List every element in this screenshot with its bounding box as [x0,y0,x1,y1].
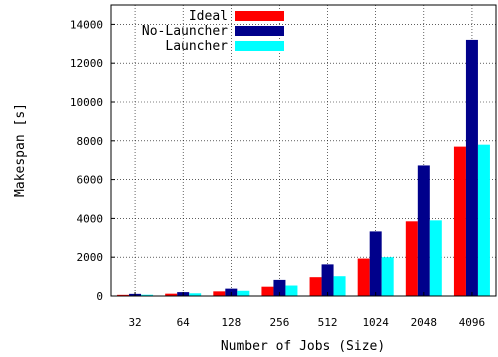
bar-launcher-256 [285,285,298,296]
legend-swatch [235,41,284,51]
bar-ideal-256 [261,286,274,296]
y-tick-label: 2000 [77,251,104,264]
x-axis-ticks: 32 64 128 256 512 1024 2048 4096 [128,292,485,329]
x-tick-label: 32 [128,316,141,329]
y-tick-label: 10000 [70,96,103,109]
bar-no-launcher-1024 [369,231,382,296]
bar-launcher-1024 [381,257,394,296]
bar-launcher-512 [333,276,346,296]
bar-launcher-4096 [477,144,490,296]
x-tick-label: 64 [177,316,191,329]
bar-launcher-64 [189,293,202,296]
bar-ideal-32 [117,294,130,296]
x-tick-label: 512 [318,316,338,329]
bar-no-launcher-4096 [465,39,478,297]
bar-ideal-64 [165,293,178,296]
legend-swatch [235,26,284,36]
x-tick-label: 1024 [362,316,389,329]
legend-label: Ideal [189,9,228,24]
y-tick-label: 6000 [77,174,104,187]
legend-swatch [235,11,284,21]
x-tick-label: 2048 [411,316,438,329]
y-axis-title: Makespan [s] [13,103,28,197]
y-tick-label: 0 [96,290,103,303]
y-tick-label: 8000 [77,135,104,148]
bar-ideal-4096 [453,146,466,296]
x-axis-title: Number of Jobs (Size) [221,339,385,354]
y-tick-label: 12000 [70,57,103,70]
bar-ideal-2048 [405,221,418,296]
bar-ideal-512 [309,277,322,296]
x-tick-label: 256 [270,316,290,329]
bar-no-launcher-2048 [417,165,430,296]
bar-launcher-128 [237,290,250,296]
y-tick-label: 14000 [70,18,103,31]
bars [117,39,490,297]
bar-no-launcher-256 [273,279,286,296]
y-axis-ticks: 0 2000 4000 6000 8000 10000 12000 14000 [70,18,115,303]
plot-frame [110,4,497,297]
legend-label: Launcher [165,39,228,54]
x-tick-label: 128 [221,316,241,329]
bar-no-launcher-512 [321,264,334,296]
legend-label: No-Launcher [142,24,228,39]
x-tick-label: 4096 [459,316,486,329]
bar-ideal-1024 [357,258,370,296]
y-tick-label: 4000 [77,212,104,225]
bar-ideal-128 [213,291,226,296]
bar-launcher-2048 [429,220,442,296]
bar-launcher-32 [141,294,154,296]
